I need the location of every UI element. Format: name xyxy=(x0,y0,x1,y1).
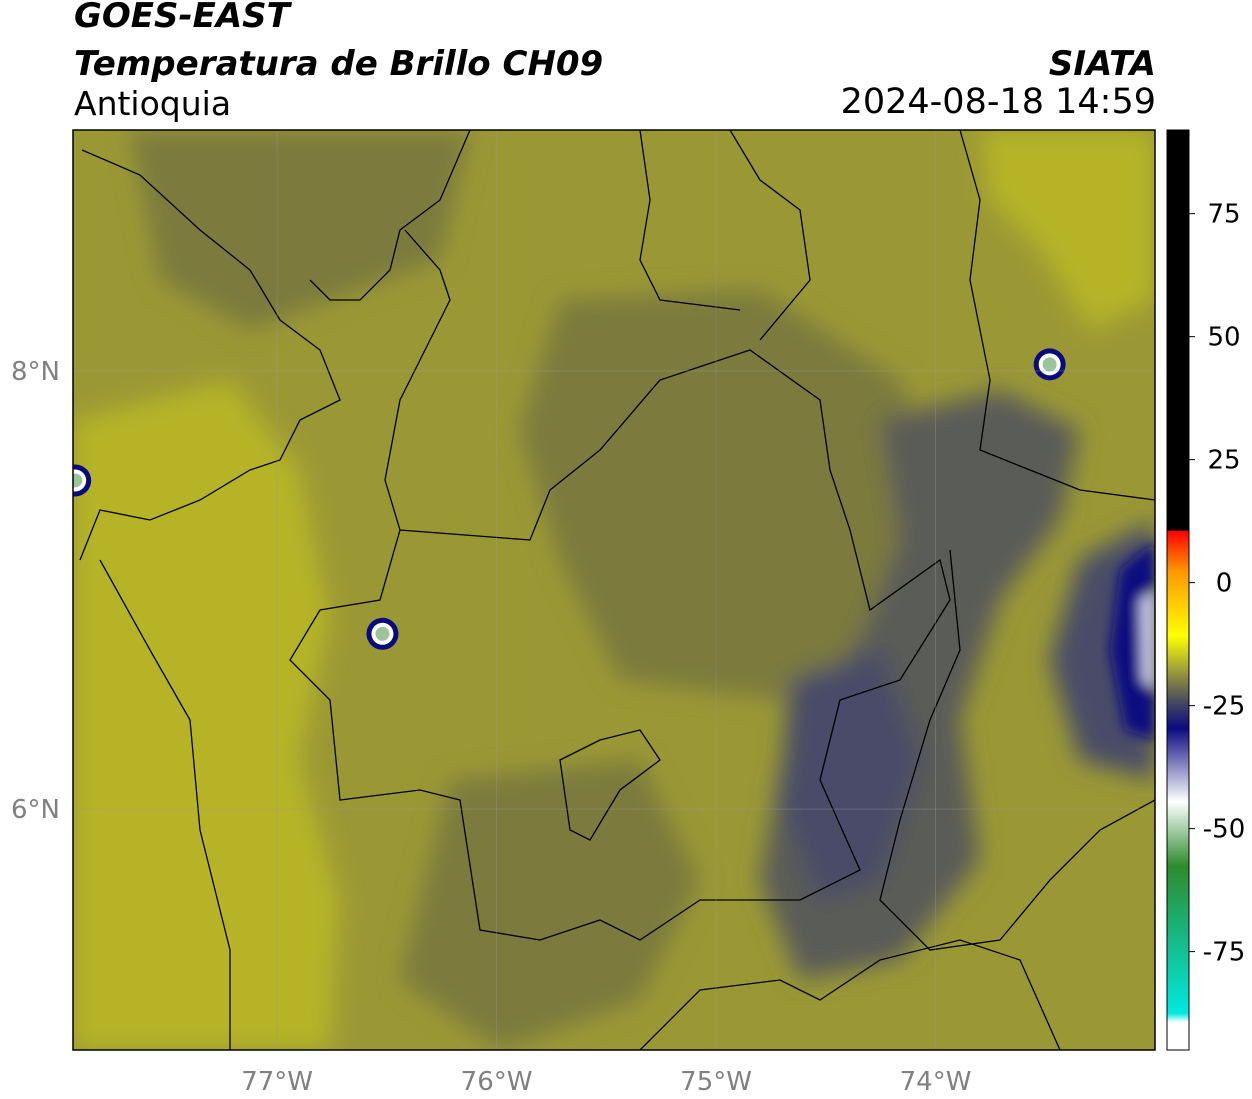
right-edge-deep-convection xyxy=(1110,540,1155,740)
temperature-field xyxy=(73,130,1155,1050)
lon-tick-label: 76°W xyxy=(461,1067,533,1097)
datetime-label: 2024-08-18 14:59 xyxy=(840,82,1156,122)
colorbar-ticks: 75 50 25 0 -25 -50 -75 xyxy=(1189,200,1245,968)
cold-cell xyxy=(1033,348,1066,381)
map-gridlines xyxy=(73,130,1155,1050)
gulf-of-uraba-coast xyxy=(309,130,471,301)
municipal-detail xyxy=(559,729,661,841)
product-title: Temperatura de Brillo CH09 xyxy=(74,44,604,84)
lat-tick-label: 8°N xyxy=(11,357,60,387)
cold-cell xyxy=(73,464,92,497)
lon-tick-label: 75°W xyxy=(680,1067,752,1097)
coastline xyxy=(79,149,341,561)
antioquia-border xyxy=(289,229,951,941)
right-edge-cold-top xyxy=(1140,590,1155,690)
lat-tick-label: 6°N xyxy=(11,795,60,825)
northeast-warm-zone xyxy=(980,130,1155,330)
map-frame xyxy=(72,129,1156,1051)
latitude-labels: 8°N 6°N xyxy=(11,357,60,825)
colorbar-gradient xyxy=(1167,130,1189,1050)
brand-label: SIATA xyxy=(1048,44,1156,84)
longitude-labels: 77°W 76°W 75°W 74°W xyxy=(241,1067,971,1097)
lon-tick-label: 77°W xyxy=(241,1067,313,1097)
southeast-slate-cloud xyxy=(780,650,920,900)
cold-cells xyxy=(73,348,1066,650)
colorbar-tick-label: -75 xyxy=(1203,938,1245,968)
cold-cell xyxy=(366,617,399,650)
choco-border xyxy=(99,559,231,1050)
colorbar-tick-label: 25 xyxy=(1207,446,1240,476)
eastern-border xyxy=(729,130,811,341)
colorbar-tick-label: -25 xyxy=(1203,692,1245,722)
caldas-border xyxy=(639,939,1061,1050)
colorbar-tick-label: 75 xyxy=(1207,200,1240,230)
border-lines xyxy=(79,130,1155,1050)
north-dark-zone xyxy=(130,130,470,330)
colorbar-frame xyxy=(1166,129,1190,1051)
lon-tick-label: 74°W xyxy=(900,1067,972,1097)
satellite-title: GOES-EAST xyxy=(74,0,290,36)
colorbar-tick-label: -50 xyxy=(1203,815,1245,845)
west-warm-zone xyxy=(73,380,340,1050)
cordoba-border xyxy=(639,130,741,311)
colorbar-tick-label: 50 xyxy=(1207,323,1240,353)
colorbar-tick-label: 0 xyxy=(1216,569,1233,599)
south-dark-zone xyxy=(400,760,700,1050)
colorbar: 75 50 25 0 -25 -50 -75 xyxy=(1166,129,1245,1051)
region-label: Antioquia xyxy=(74,84,232,123)
santander-border xyxy=(879,549,1155,951)
cesar-border xyxy=(959,130,1155,501)
central-dark-zone xyxy=(520,290,960,700)
